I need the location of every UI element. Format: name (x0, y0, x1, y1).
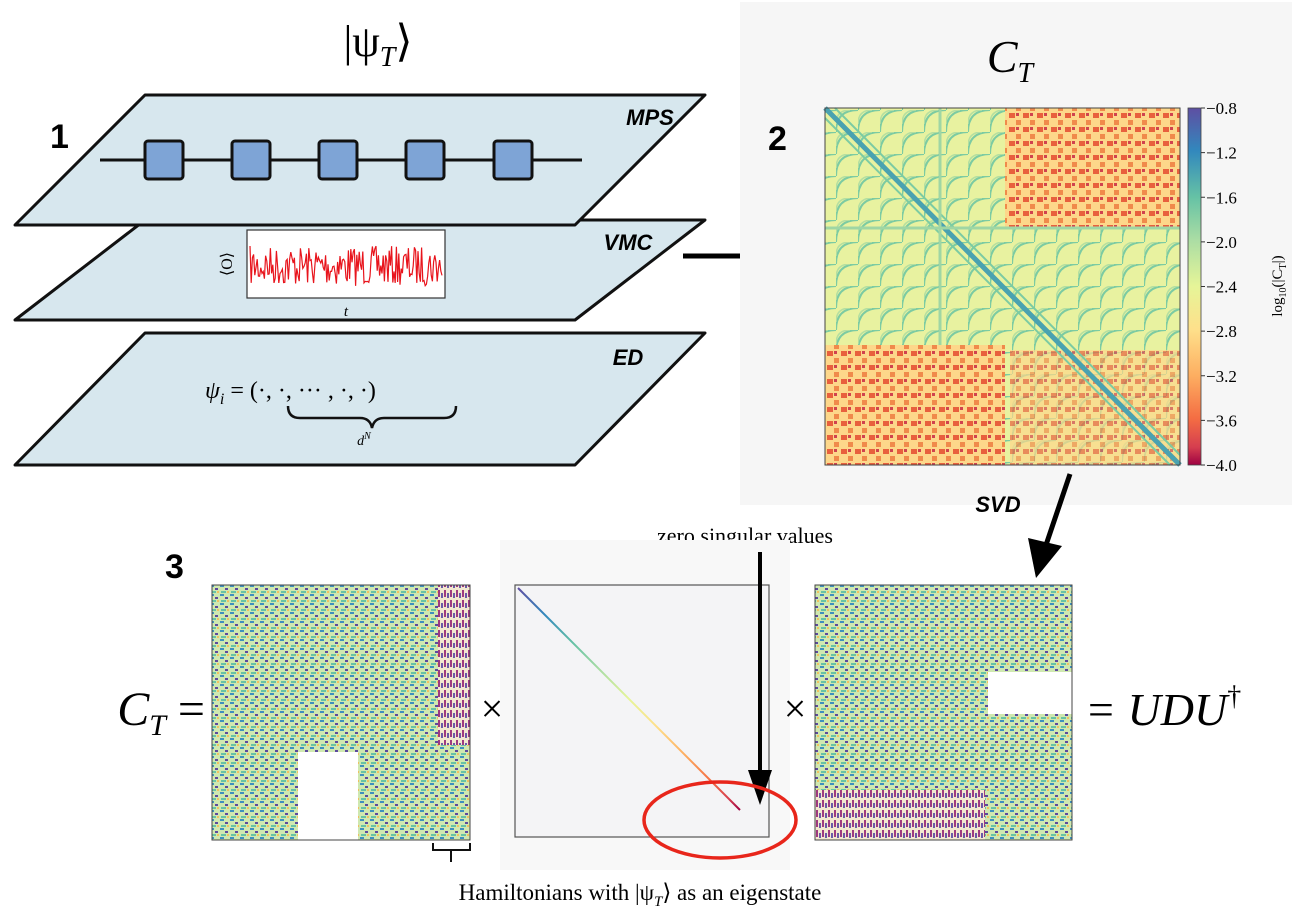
cb-sub: 10 (1278, 287, 1289, 297)
svd-label: SVD (975, 492, 1020, 517)
colorbar-tick-label: −1.6 (1206, 188, 1237, 207)
times: × (784, 686, 807, 731)
rhs-sup: † (1227, 681, 1241, 712)
times: × (481, 686, 504, 731)
cb-part: log (1270, 297, 1286, 317)
colorbar-tick-label: −3.6 (1206, 411, 1237, 430)
plane-label: MPS (626, 105, 674, 130)
mps-chain (100, 141, 582, 179)
udag-matrix (815, 585, 1072, 840)
colorbar-tick-label: −2.0 (1206, 233, 1237, 252)
equation-rhs: = UDU† (1085, 681, 1241, 735)
equation-lhs: CT = (117, 683, 205, 742)
u-matrix (212, 585, 470, 840)
heatmap (825, 108, 1180, 465)
colorbar-tick-label: −1.2 (1206, 144, 1237, 163)
cb-part: (|C (1270, 269, 1286, 287)
plane-label: ED (613, 345, 644, 370)
colorbar-tick-label: −4.0 (1206, 456, 1237, 475)
formula-part: ψ (205, 378, 221, 404)
colorbar-tick-label: −3.2 (1206, 367, 1237, 386)
panel-number: 3 (165, 548, 184, 586)
colorbar-tick-label: −2.4 (1206, 278, 1237, 297)
lhs-part: C (117, 683, 150, 736)
panel-number: 1 (50, 118, 69, 156)
small-brace (433, 843, 470, 862)
colorbar-tick-label: −0.8 (1206, 99, 1237, 118)
brace-sup: N (363, 431, 372, 442)
panel-number: 2 (768, 120, 787, 158)
title-part: C (987, 31, 1019, 82)
state-part: |ψ (343, 17, 379, 66)
vmc-inset (247, 230, 445, 298)
colorbar-tick-label: −2.8 (1206, 322, 1237, 341)
caption-part: Hamiltonians with |ψ (459, 880, 655, 905)
state-part: ⟩ (395, 17, 412, 66)
ed-formula: ψi = (·, ·, ··· , ·, ·) (205, 378, 376, 408)
caption-part: ⟩ as an eigenstate (662, 880, 821, 905)
lhs-part: = (166, 683, 205, 736)
title-sub: T (1018, 58, 1036, 89)
figure: |ψT⟩ 1 MPS VMC ED ⟨O⟩ t ψi = (·, ·, ··· … (0, 0, 1313, 922)
colorbar (1188, 108, 1201, 465)
caption: Hamiltonians with |ψT⟩ as an eigenstate (459, 880, 822, 910)
vmc-ylabel: ⟨O⟩ (219, 252, 236, 276)
plane-label: VMC (604, 230, 654, 255)
state-title: |ψT⟩ (343, 17, 412, 73)
formula-part: = (·, ·, ··· , ·, ·) (224, 378, 375, 404)
cb-part: |) (1270, 255, 1286, 263)
rhs-part: = UDU (1085, 684, 1230, 735)
